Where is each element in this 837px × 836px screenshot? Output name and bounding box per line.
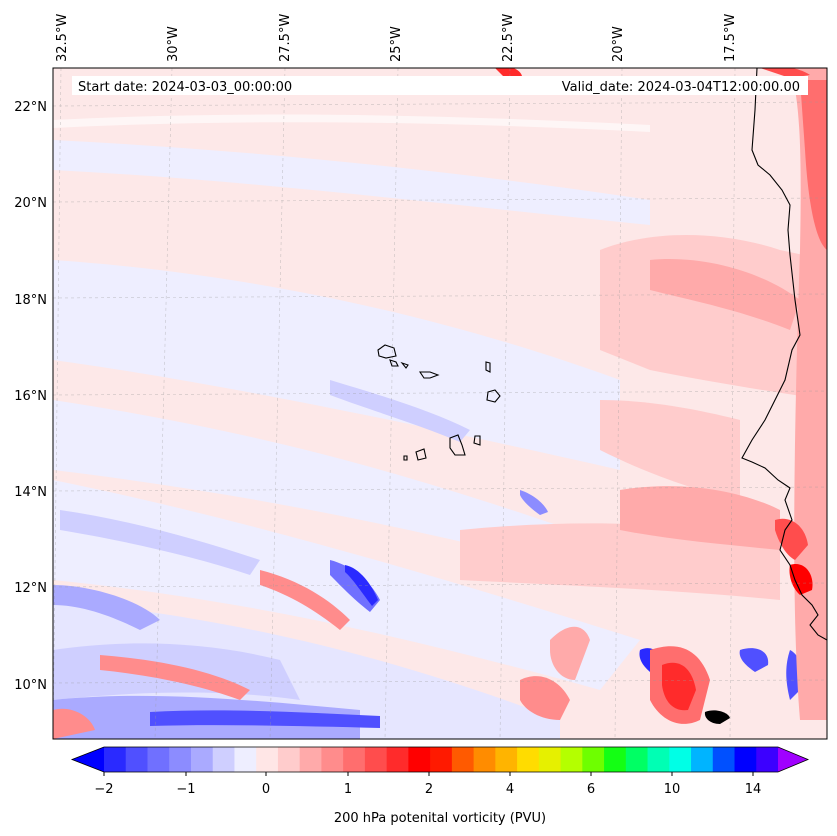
colorbar-title: 200 hPa potenital vorticity (PVU) — [334, 811, 546, 826]
colorbar-segment — [538, 747, 562, 772]
colorbar-segment — [647, 747, 670, 772]
lon-label: 30°W — [166, 26, 181, 62]
colorbar-tick-label: −2 — [94, 782, 113, 797]
valid-date-label: Valid_date: 2024-03-04T12:00:00.00 — [562, 80, 800, 95]
colorbar-tick-label: 1 — [344, 782, 352, 797]
colorbar-tick-label: 10 — [664, 782, 681, 797]
colorbar-tick-label: 14 — [745, 782, 762, 797]
colorbar-segment — [669, 747, 692, 772]
colorbar-tick-label: 4 — [506, 782, 514, 797]
colorbar-segment — [190, 747, 214, 772]
lon-label: 17.5°W — [723, 14, 738, 62]
colorbar-segment — [169, 747, 192, 772]
colorbar-segment — [343, 747, 366, 772]
colorbar-segment — [299, 747, 322, 772]
lon-label: 32.5°W — [55, 14, 70, 62]
lat-label: 20°N — [14, 196, 47, 211]
colorbar-segment — [104, 747, 127, 772]
colorbar-extend-min — [72, 747, 104, 772]
colorbar-segment — [125, 747, 148, 772]
lat-label: 12°N — [14, 581, 47, 596]
lon-label: 25°W — [389, 26, 404, 62]
colorbar-tick-label: 6 — [587, 782, 595, 797]
colorbar-segment — [517, 747, 540, 772]
lon-label: 20°W — [611, 26, 626, 62]
coastline — [741, 68, 827, 641]
date-box — [72, 76, 808, 95]
colorbar-segment — [756, 747, 779, 772]
lat-label: 14°N — [14, 485, 47, 500]
colorbar-segment — [451, 747, 475, 772]
colorbar-segment — [321, 747, 344, 772]
colorbar-segment — [495, 747, 518, 772]
colorbar-segment — [364, 747, 388, 772]
colorbar-tick-label: 0 — [262, 782, 270, 797]
colorbar-segment — [582, 747, 605, 772]
lat-label: 10°N — [14, 678, 47, 693]
colorbar-segment — [712, 747, 736, 772]
colorbar-segment — [604, 747, 627, 772]
lat-label: 16°N — [14, 389, 47, 404]
lon-label: 22.5°W — [501, 14, 516, 62]
colorbar-segment — [234, 747, 257, 772]
lat-label: 22°N — [14, 100, 47, 115]
colorbar-segment — [430, 747, 453, 772]
colorbar-extend-max — [778, 747, 808, 772]
lon-label: 27.5°W — [278, 14, 293, 62]
colorbar-segment — [386, 747, 409, 772]
colorbar-segment — [212, 747, 235, 772]
colorbar-segment — [408, 747, 431, 772]
colorbar-segment — [691, 747, 714, 772]
pv-field — [53, 68, 827, 739]
graticule — [53, 68, 827, 739]
colorbar-segment — [560, 747, 583, 772]
colorbar-tick-label: −1 — [176, 782, 195, 797]
colorbar-segment — [473, 747, 496, 772]
colorbar-segment — [277, 747, 301, 772]
lat-label: 18°N — [14, 293, 47, 308]
colorbar — [70, 746, 810, 776]
colorbar-segment — [256, 747, 279, 772]
cape-verde-islands — [377, 344, 501, 461]
colorbar-segment — [625, 747, 649, 772]
colorbar-segment — [147, 747, 170, 772]
map-frame — [52, 67, 828, 740]
start-date-label: Start date: 2024-03-03_00:00:00 — [78, 80, 292, 95]
colorbar-tick-label: 2 — [425, 782, 433, 797]
colorbar-segment — [734, 747, 757, 772]
